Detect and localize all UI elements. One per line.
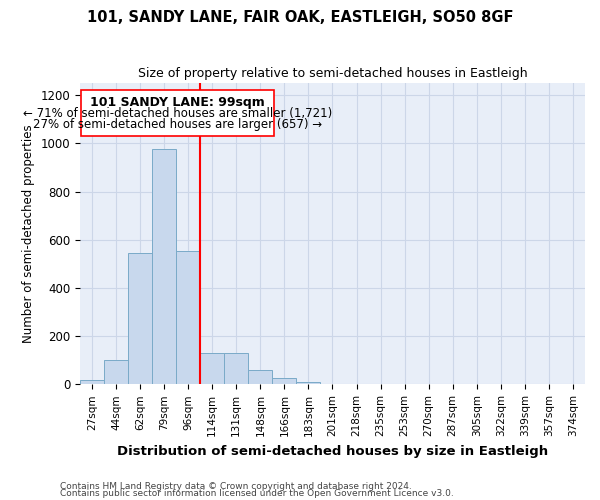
Text: Contains HM Land Registry data © Crown copyright and database right 2024.: Contains HM Land Registry data © Crown c… [60, 482, 412, 491]
Bar [248, 370, 272, 384]
Bar [200, 353, 224, 384]
Title: Size of property relative to semi-detached houses in Eastleigh: Size of property relative to semi-detach… [137, 68, 527, 80]
Bar [104, 360, 128, 384]
Bar [80, 380, 104, 384]
Text: 27% of semi-detached houses are larger (657) →: 27% of semi-detached houses are larger (… [33, 118, 322, 131]
Bar [272, 378, 296, 384]
FancyBboxPatch shape [81, 90, 274, 136]
Bar [296, 382, 320, 384]
Bar [152, 150, 176, 384]
Y-axis label: Number of semi-detached properties: Number of semi-detached properties [22, 124, 35, 343]
Bar [176, 250, 200, 384]
Text: 101, SANDY LANE, FAIR OAK, EASTLEIGH, SO50 8GF: 101, SANDY LANE, FAIR OAK, EASTLEIGH, SO… [87, 10, 513, 25]
Text: Contains public sector information licensed under the Open Government Licence v3: Contains public sector information licen… [60, 489, 454, 498]
X-axis label: Distribution of semi-detached houses by size in Eastleigh: Distribution of semi-detached houses by … [117, 444, 548, 458]
Bar [128, 253, 152, 384]
Bar [224, 353, 248, 384]
Text: 101 SANDY LANE: 99sqm: 101 SANDY LANE: 99sqm [90, 96, 265, 110]
Text: ← 71% of semi-detached houses are smaller (1,721): ← 71% of semi-detached houses are smalle… [23, 107, 332, 120]
